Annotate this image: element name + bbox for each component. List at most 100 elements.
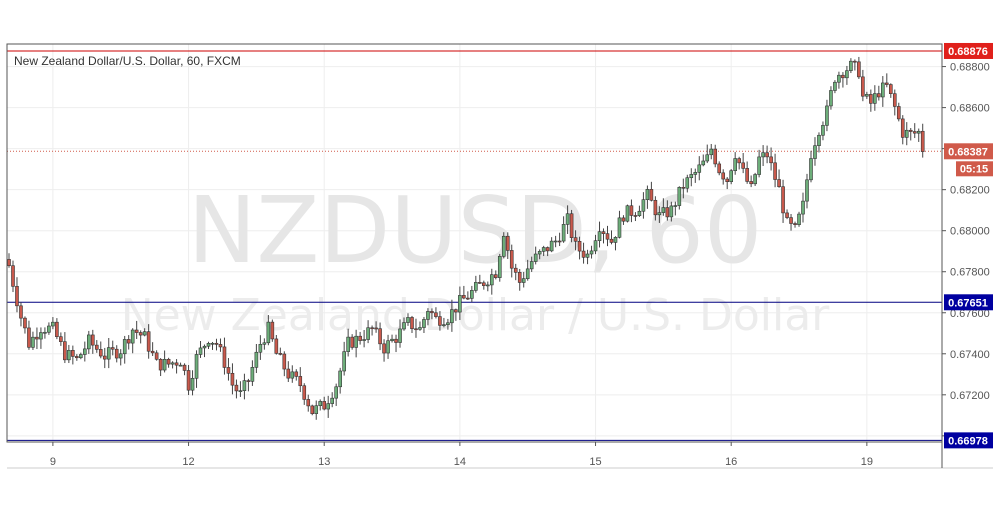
candle-body xyxy=(126,339,131,344)
candle-body xyxy=(166,358,171,365)
level-label-bg xyxy=(944,42,993,59)
candle-body xyxy=(398,328,402,343)
candle-body xyxy=(753,174,757,185)
candle-body xyxy=(426,311,430,320)
y-tick-label: 0.68200 xyxy=(950,185,990,197)
candle-body xyxy=(370,327,374,330)
candle-body xyxy=(190,377,195,391)
candle-body xyxy=(697,164,702,173)
candle-body xyxy=(593,240,598,252)
candle-body xyxy=(306,399,311,407)
candle-body xyxy=(310,405,315,414)
candle-body xyxy=(705,154,710,162)
candle-body xyxy=(805,179,809,202)
candle-body xyxy=(493,274,498,278)
candle-body xyxy=(641,199,646,212)
candle-body xyxy=(51,321,55,327)
candle-body xyxy=(382,343,386,354)
candle-body xyxy=(274,338,279,354)
candle-body xyxy=(912,131,917,134)
candle-body xyxy=(226,367,231,374)
candle-body xyxy=(238,390,243,392)
candle-body xyxy=(777,179,781,188)
candle-body xyxy=(681,187,686,189)
candle-body xyxy=(797,213,801,225)
candle-body xyxy=(174,362,179,366)
candle-body xyxy=(446,322,450,325)
candle-body xyxy=(657,212,662,216)
candle-body xyxy=(178,364,183,367)
candle-body xyxy=(122,339,127,355)
candle-body xyxy=(378,328,382,345)
candle-body xyxy=(888,84,893,94)
candle-body xyxy=(154,352,159,360)
candle-body xyxy=(454,309,458,313)
level-label: 0.68876 xyxy=(948,46,988,58)
candle-body xyxy=(621,217,626,222)
candle-body xyxy=(290,371,295,379)
candle-body xyxy=(809,158,813,181)
candle-body xyxy=(761,152,765,158)
candle-body xyxy=(59,336,63,342)
candle-body xyxy=(394,338,398,343)
candle-body xyxy=(462,295,466,299)
candle-body xyxy=(573,237,578,242)
candle-body xyxy=(521,278,526,283)
candle-body xyxy=(63,341,67,361)
candle-body xyxy=(629,205,634,216)
candle-body xyxy=(11,265,15,287)
candle-body xyxy=(537,251,542,255)
candle-body xyxy=(817,134,821,146)
candle-body xyxy=(908,129,913,132)
candle-body xyxy=(326,403,331,410)
chart-title: New Zealand Dollar/U.S. Dollar, 60, FXCM xyxy=(14,54,241,68)
candle-body xyxy=(118,353,123,359)
candle-body xyxy=(138,332,143,336)
watermark-symbol: NZDUSD, 60 xyxy=(188,177,763,284)
y-tick-label: 0.67800 xyxy=(950,267,990,279)
candle-body xyxy=(541,247,546,252)
level-label-bg xyxy=(944,432,993,449)
candle-body xyxy=(114,348,119,359)
candle-body xyxy=(633,215,638,217)
candle-body xyxy=(529,261,534,270)
candle-body xyxy=(414,328,418,331)
candle-body xyxy=(278,353,283,355)
candle-body xyxy=(669,205,674,218)
x-tick-label: 19 xyxy=(861,456,873,468)
candle-body xyxy=(102,355,107,360)
candle-body xyxy=(358,335,362,341)
candle-body xyxy=(881,82,885,98)
candle-body xyxy=(254,351,259,368)
candle-body xyxy=(150,350,155,354)
candle-body xyxy=(721,172,726,180)
candle-body xyxy=(314,405,319,414)
candle-body xyxy=(338,370,342,388)
level-label-bg xyxy=(944,294,993,311)
candle-body xyxy=(569,213,574,238)
candle-body xyxy=(501,235,506,257)
candle-body xyxy=(565,213,570,225)
candle-body xyxy=(470,290,474,299)
candle-body xyxy=(90,334,95,346)
x-axis-ticks: 9 12 13 14 15 16 19 xyxy=(50,442,873,468)
candle-body xyxy=(793,223,797,225)
current-price-bg xyxy=(944,143,993,160)
candle-body xyxy=(298,376,303,387)
candle-body xyxy=(266,321,271,344)
candle-body xyxy=(837,74,841,83)
candle-body xyxy=(94,344,99,350)
candle-body xyxy=(202,345,207,349)
candle-body xyxy=(557,240,562,243)
candle-body xyxy=(757,156,761,175)
candle-body xyxy=(23,317,27,329)
candle-body xyxy=(294,371,299,377)
candle-body xyxy=(725,178,730,183)
candle-body xyxy=(877,93,881,98)
level-lines xyxy=(7,50,942,441)
candle-body xyxy=(478,282,482,284)
candle-body xyxy=(589,250,594,255)
level-labels: 0.68876 0.67651 0.66978 0.68387 05:15 xyxy=(944,42,993,449)
candle-body xyxy=(525,268,530,279)
